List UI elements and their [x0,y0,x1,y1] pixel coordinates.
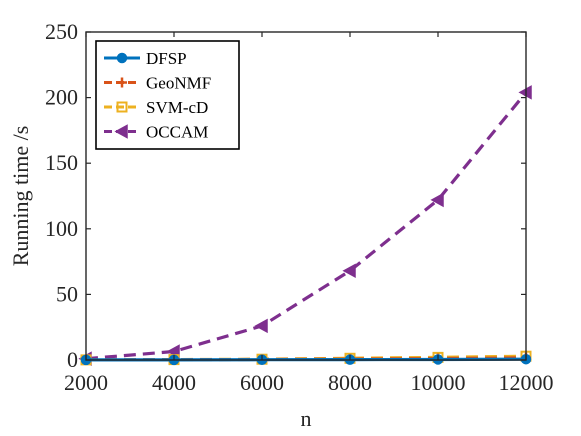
y-tick-label: 150 [45,150,78,175]
legend-marker [114,124,128,139]
legend-entry: OCCAM [104,123,208,142]
legend-marker [117,77,127,88]
y-axis-label: Running time /s [8,126,33,267]
legend-label: DFSP [146,49,187,68]
legend-marker [116,52,128,64]
legend-label: SVM-cD [146,98,208,117]
data-point-marker [254,318,268,334]
x-axis-ticks: 2000 4000 6000 8000 10000 12000 [64,32,554,395]
data-point-marker [342,263,356,279]
legend-label: OCCAM [146,123,208,142]
x-tick-label: 8000 [328,370,372,395]
plot-frame [85,31,527,361]
legend-entry: GeoNMF [104,74,211,93]
legend-entry: SVM-cD [104,98,208,117]
y-tick-label: 100 [45,216,78,241]
legend: DFSP GeoNMF SVM-cD OCCAM [95,40,240,150]
legend-label: GeoNMF [146,74,211,93]
y-tick-label: 0 [67,347,78,372]
legend-marker [116,101,128,113]
legend-entry: DFSP [104,49,187,68]
y-tick-label: 200 [45,85,78,110]
x-axis-label: n [301,406,312,431]
x-tick-label: 4000 [152,370,196,395]
x-tick-label: 10000 [411,370,466,395]
series-line [85,91,528,361]
y-axis-ticks: 0 50 100 150 200 250 [45,19,526,372]
x-tick-label: 12000 [499,370,554,395]
y-tick-label: 250 [45,19,78,44]
y-tick-label: 50 [56,281,78,306]
data-point-marker [430,192,444,208]
x-tick-label: 2000 [64,370,108,395]
x-tick-label: 6000 [240,370,284,395]
